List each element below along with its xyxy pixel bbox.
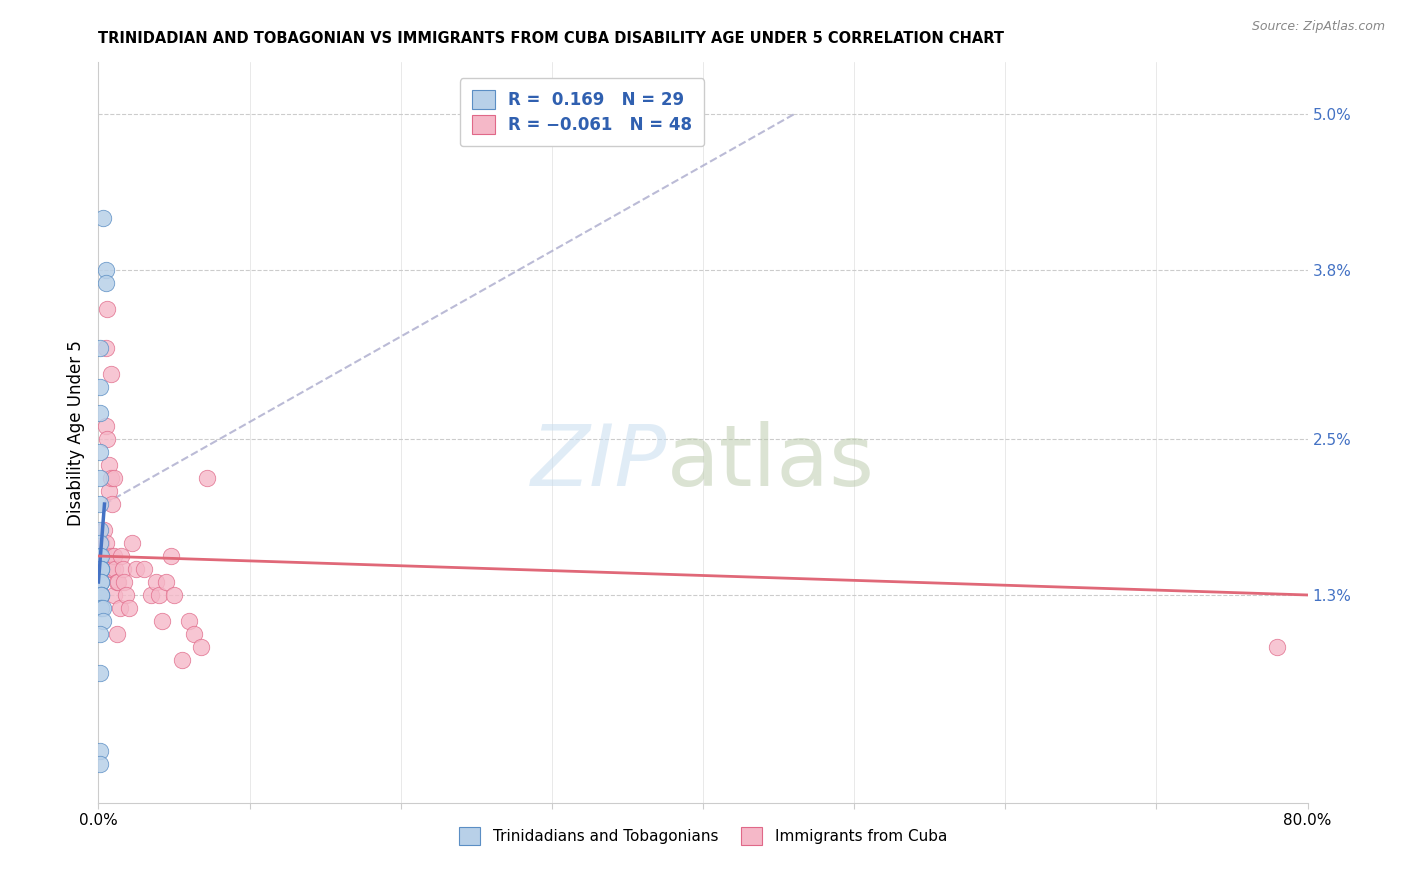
- Text: ZIP: ZIP: [530, 421, 666, 504]
- Point: [103, 588, 125, 602]
- Point: [104, 562, 127, 576]
- Point: [90, 562, 112, 576]
- Point: [100, 471, 122, 485]
- Point: [1267, 640, 1289, 654]
- Point: [183, 627, 205, 641]
- Point: [100, 549, 122, 563]
- Point: [93, 549, 115, 563]
- Point: [91, 601, 114, 615]
- Point: [89, 523, 111, 537]
- Point: [150, 614, 173, 628]
- Point: [94, 341, 117, 355]
- Point: [160, 549, 183, 563]
- Point: [105, 627, 128, 641]
- Point: [125, 562, 148, 576]
- Point: [89, 406, 111, 420]
- Point: [89, 665, 111, 680]
- Point: [94, 277, 117, 291]
- Point: [89, 445, 111, 459]
- Point: [148, 588, 170, 602]
- Point: [89, 536, 111, 550]
- Point: [163, 588, 186, 602]
- Point: [103, 549, 125, 563]
- Point: [121, 536, 143, 550]
- Point: [179, 614, 201, 628]
- Point: [90, 574, 112, 589]
- Point: [91, 614, 114, 628]
- Point: [94, 263, 117, 277]
- Point: [91, 549, 114, 563]
- Point: [103, 471, 125, 485]
- Point: [90, 588, 112, 602]
- Point: [100, 367, 122, 381]
- Point: [90, 588, 112, 602]
- Point: [90, 574, 112, 589]
- Point: [90, 562, 112, 576]
- Point: [89, 497, 111, 511]
- Point: [98, 484, 121, 499]
- Point: [98, 458, 121, 472]
- Point: [90, 601, 112, 615]
- Point: [101, 562, 124, 576]
- Point: [98, 562, 121, 576]
- Point: [89, 380, 111, 394]
- Point: [114, 588, 136, 602]
- Point: [195, 471, 218, 485]
- Point: [91, 211, 114, 226]
- Point: [112, 574, 135, 589]
- Point: [170, 653, 193, 667]
- Point: [132, 562, 155, 576]
- Point: [90, 549, 112, 563]
- Text: atlas: atlas: [666, 421, 875, 504]
- Point: [96, 432, 118, 446]
- Legend: Trinidadians and Tobagonians, Immigrants from Cuba: Trinidadians and Tobagonians, Immigrants…: [453, 821, 953, 851]
- Point: [110, 549, 132, 563]
- Point: [90, 562, 112, 576]
- Point: [94, 536, 117, 550]
- Y-axis label: Disability Age Under 5: Disability Age Under 5: [66, 340, 84, 525]
- Point: [90, 588, 112, 602]
- Point: [107, 574, 129, 589]
- Point: [90, 601, 112, 615]
- Point: [96, 302, 118, 317]
- Point: [89, 341, 111, 355]
- Point: [94, 419, 117, 434]
- Point: [89, 627, 111, 641]
- Text: Source: ZipAtlas.com: Source: ZipAtlas.com: [1251, 20, 1385, 33]
- Point: [91, 562, 114, 576]
- Point: [90, 536, 112, 550]
- Point: [190, 640, 212, 654]
- Point: [101, 497, 124, 511]
- Point: [89, 471, 111, 485]
- Point: [155, 574, 177, 589]
- Point: [89, 536, 111, 550]
- Point: [93, 523, 115, 537]
- Point: [89, 744, 111, 758]
- Point: [145, 574, 167, 589]
- Point: [141, 588, 163, 602]
- Point: [89, 549, 111, 563]
- Point: [118, 601, 141, 615]
- Point: [111, 562, 134, 576]
- Point: [105, 574, 128, 589]
- Point: [108, 601, 131, 615]
- Text: TRINIDADIAN AND TOBAGONIAN VS IMMIGRANTS FROM CUBA DISABILITY AGE UNDER 5 CORREL: TRINIDADIAN AND TOBAGONIAN VS IMMIGRANTS…: [98, 31, 1004, 46]
- Point: [89, 756, 111, 771]
